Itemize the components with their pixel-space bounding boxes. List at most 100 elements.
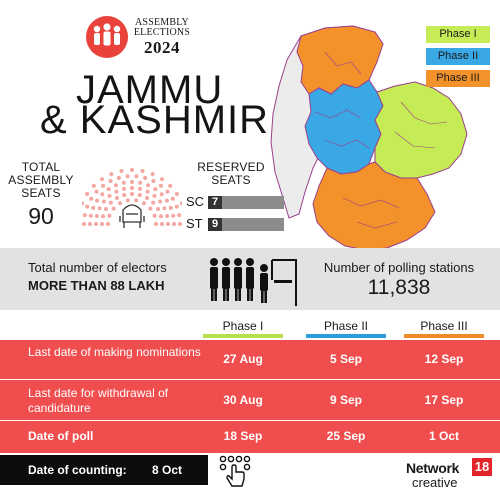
seat-dot bbox=[151, 179, 156, 184]
table-row: Last date for withdrawal of candidature … bbox=[0, 381, 500, 421]
logo-line-1: ASSEMBLY bbox=[135, 17, 189, 28]
seat-dot bbox=[158, 214, 163, 219]
seat-dot bbox=[101, 214, 106, 219]
page-title-line-1: JAMMU bbox=[76, 68, 224, 112]
seat-dot bbox=[168, 205, 173, 210]
table-cell: 25 Sep bbox=[326, 429, 366, 443]
jammu-kashmir-phase-map bbox=[270, 25, 468, 251]
seat-dot bbox=[97, 206, 102, 211]
reserved-value: 9 bbox=[208, 218, 222, 231]
seat-dot bbox=[130, 186, 134, 190]
reserved-row-sc: SC 7 bbox=[186, 194, 296, 210]
brand-sub: creative bbox=[412, 475, 458, 490]
seat-dot bbox=[164, 198, 169, 203]
brand-name: Network bbox=[406, 460, 460, 476]
voters-queue-icon bbox=[210, 258, 297, 306]
seat-dot bbox=[95, 198, 100, 203]
reserved-value: 7 bbox=[208, 196, 222, 209]
seat-dots bbox=[82, 168, 182, 226]
legend-phase-3: Phase III bbox=[426, 70, 490, 87]
speaker-chair-icon bbox=[119, 204, 145, 228]
seat-dot bbox=[106, 222, 110, 226]
legend-phase-1: Phase I bbox=[426, 26, 490, 43]
seat-dot bbox=[101, 199, 106, 204]
seat-dot bbox=[134, 198, 139, 203]
table-cell: 17 Sep bbox=[424, 393, 464, 407]
seat-dot bbox=[94, 213, 99, 218]
seat-dot bbox=[130, 180, 134, 184]
hand-pressing-button-icon bbox=[219, 455, 251, 487]
seat-dot bbox=[162, 206, 167, 211]
seat-dot bbox=[142, 201, 146, 206]
table-cell: 5 Sep bbox=[329, 352, 362, 366]
logo-line-2: ELECTIONS bbox=[133, 27, 191, 38]
table-cell: 12 Sep bbox=[424, 352, 464, 366]
seat-dot bbox=[118, 201, 122, 206]
seat-dot bbox=[137, 193, 142, 198]
seat-dot bbox=[159, 192, 164, 197]
seat-dot bbox=[106, 187, 111, 192]
seat-dot bbox=[113, 183, 118, 188]
seat-dot bbox=[121, 186, 126, 191]
table-header-phase-1: Phase I bbox=[203, 318, 283, 338]
seat-dot bbox=[82, 213, 87, 218]
seat-dot bbox=[88, 213, 93, 218]
seat-dot bbox=[148, 206, 153, 211]
seat-dot bbox=[82, 222, 86, 226]
electors-value: MORE THAN 88 LAKH bbox=[28, 278, 165, 293]
logo-text: ASSEMBLY ELECTIONS 2024 bbox=[132, 17, 192, 58]
seat-dot bbox=[174, 204, 179, 209]
table-cell: 9 Sep bbox=[329, 393, 362, 407]
seat-dot bbox=[177, 213, 182, 218]
seat-dot bbox=[160, 177, 164, 182]
seat-dot bbox=[85, 192, 90, 196]
counting-date-value: 8 Oct bbox=[152, 463, 183, 477]
seat-dot bbox=[158, 183, 163, 188]
seat-dot bbox=[171, 213, 176, 218]
seat-dot bbox=[143, 175, 148, 180]
electors-label: Total number of electors bbox=[28, 260, 167, 275]
seat-dot bbox=[170, 196, 175, 201]
seat-dot bbox=[91, 205, 96, 210]
reserved-category: ST bbox=[186, 216, 203, 231]
seat-dot bbox=[154, 222, 158, 226]
table-cell: 18 Sep bbox=[223, 429, 263, 443]
seat-dot bbox=[100, 222, 104, 226]
seat-dot bbox=[152, 193, 157, 198]
seat-dot bbox=[109, 172, 114, 177]
voters-group-icon bbox=[86, 16, 128, 58]
seat-dot bbox=[94, 222, 98, 226]
seat-dot bbox=[179, 201, 182, 206]
seat-dot bbox=[116, 175, 121, 180]
seat-dot bbox=[130, 168, 134, 172]
seat-dot bbox=[94, 189, 99, 194]
seat-dot bbox=[100, 192, 105, 197]
seat-dot bbox=[152, 213, 157, 218]
row-label: Date of poll bbox=[28, 429, 94, 443]
reserved-bar bbox=[208, 196, 284, 209]
reserved-seats-label: RESERVED SEATS bbox=[197, 160, 265, 187]
seat-dot bbox=[101, 183, 106, 188]
seat-dot bbox=[165, 213, 170, 218]
seat-dot bbox=[153, 187, 158, 192]
table-row: Date of poll 18 Sep 25 Sep 1 Oct bbox=[0, 422, 500, 452]
seat-dot bbox=[172, 222, 176, 226]
seat-dot bbox=[107, 213, 112, 218]
table-header-phase-2: Phase II bbox=[306, 318, 386, 338]
seat-dot bbox=[158, 199, 163, 204]
seat-dot bbox=[125, 198, 130, 203]
row-label: Last date of making nominations bbox=[28, 345, 201, 359]
page-title-line-2: & KASHMIR bbox=[40, 98, 270, 142]
seat-dot bbox=[111, 206, 116, 211]
seat-dot bbox=[138, 186, 143, 191]
seat-dot bbox=[108, 200, 113, 205]
seat-dot bbox=[160, 222, 164, 226]
reserved-bar bbox=[208, 218, 284, 231]
polling-stations-label: Number of polling stations bbox=[323, 260, 475, 275]
reserved-row-st: ST 9 bbox=[186, 216, 296, 232]
network18-creative-logo: Network 18 creative bbox=[406, 458, 496, 494]
seat-dot bbox=[140, 169, 145, 174]
reserved-category: SC bbox=[186, 194, 205, 209]
seat-dot bbox=[174, 192, 179, 196]
table-cell: 27 Aug bbox=[223, 352, 263, 366]
